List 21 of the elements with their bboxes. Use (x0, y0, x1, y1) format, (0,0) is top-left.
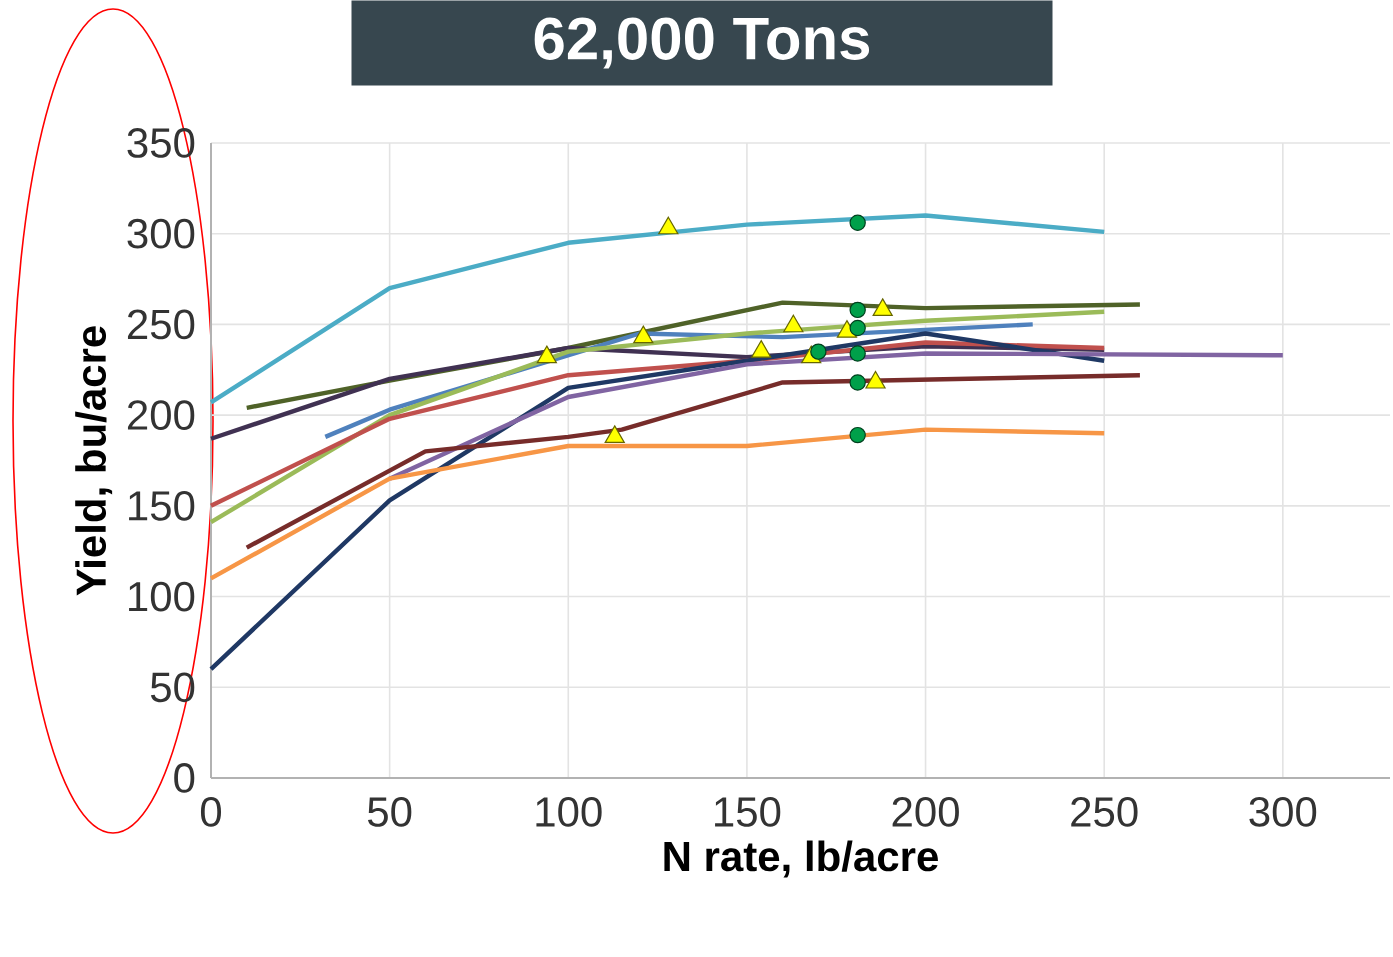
y-axis-title: Yield, bu/acre (75, 326, 113, 596)
y-tick-label: 250 (127, 309, 195, 340)
x-tick-label: 200 (892, 797, 959, 827)
y-tick-label: 100 (129, 581, 195, 612)
y-tick-label: 150 (129, 490, 195, 521)
y-tick-label: 0 (174, 763, 195, 793)
y-tick-label: 200 (127, 400, 195, 430)
line-series (208, 331, 1107, 672)
x-axis-title: N rate, lb/acre (664, 840, 938, 878)
line-series (208, 427, 1107, 581)
y-tick-label: 300 (127, 218, 195, 249)
line-series (208, 309, 1107, 525)
line-series (244, 373, 1143, 550)
x-tick-label: 300 (1249, 797, 1317, 827)
line-series (208, 213, 1107, 405)
x-tick-label: 150 (715, 797, 781, 827)
chart-title: 62,000 Tons (534, 17, 870, 69)
x-tick-label: 50 (367, 797, 412, 827)
x-tick-label: 100 (536, 797, 602, 827)
x-tick-label: 250 (1071, 797, 1138, 827)
x-tick-label: 0 (200, 797, 222, 827)
